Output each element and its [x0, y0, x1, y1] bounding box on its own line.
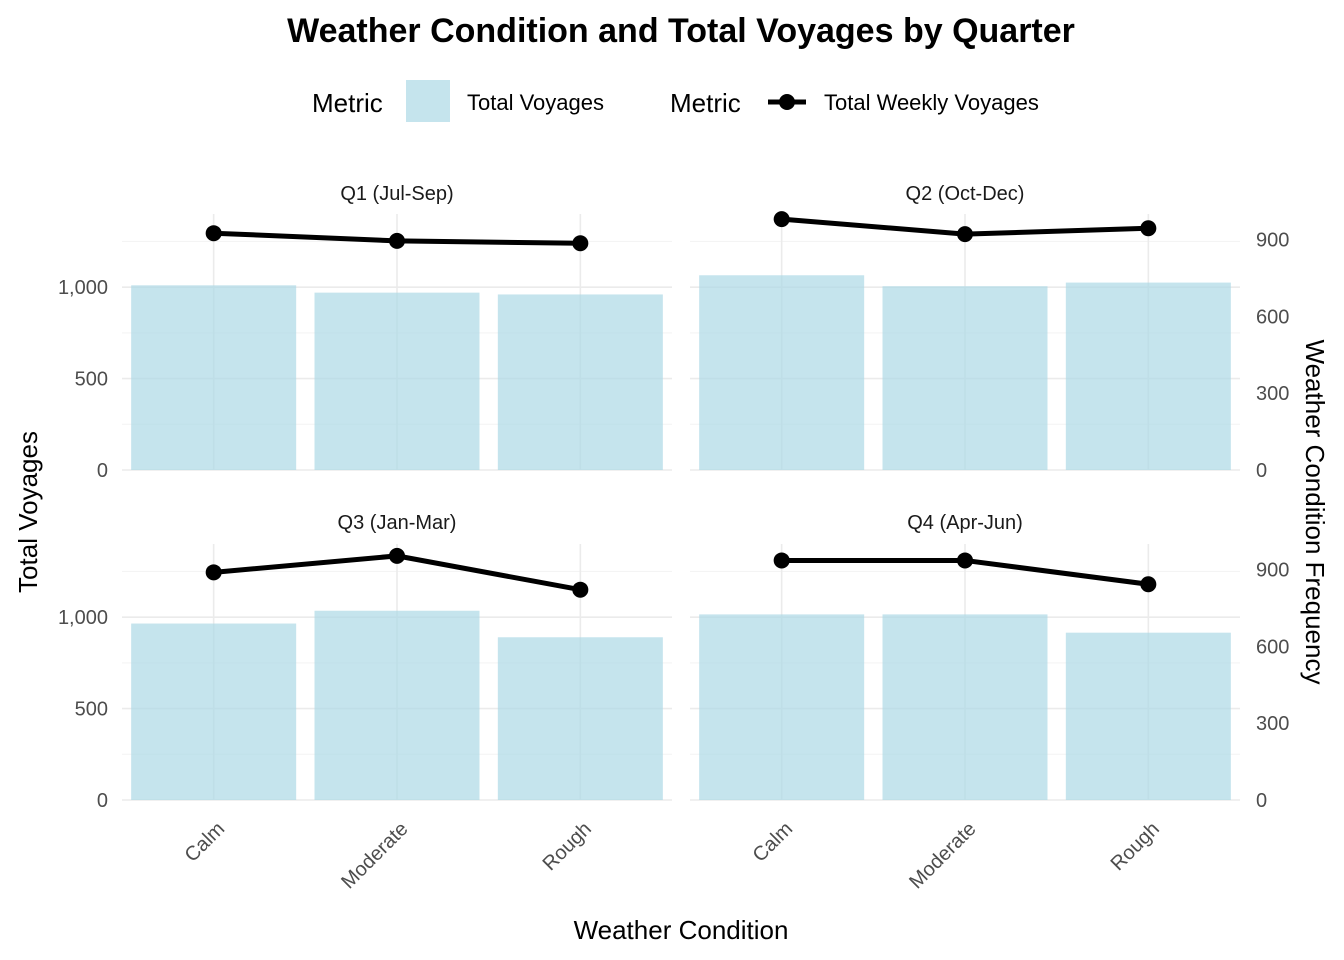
weekly-voyages-point [773, 211, 790, 228]
weekly-voyages-point [205, 564, 222, 581]
legend-bar-label: Total Voyages [467, 90, 604, 115]
bar-rough [1065, 282, 1231, 470]
y2-axis-title: Weather Condition Frequency [1300, 340, 1330, 685]
legend-line-dot [779, 94, 795, 110]
y2-tick-label: 0 [1256, 460, 1267, 482]
weekly-voyages-point [205, 225, 222, 242]
weekly-voyages-point [389, 232, 405, 249]
bar-calm [699, 614, 865, 800]
facet-panel-2: Q2 (Oct-Dec) 0 300 600 900 [690, 183, 1289, 482]
bar-moderate [882, 614, 1048, 800]
y-tick-label: 1,000 [58, 277, 108, 299]
weekly-voyages-point [1140, 220, 1157, 237]
y2-tick-label: 900 [1256, 560, 1289, 582]
x-tick-label-rough: Rough [539, 818, 596, 875]
facet-panels: Q1 (Jul-Sep) 0 500 1,000 Q2 (Oct-Dec) 0 300 600… [58, 183, 1289, 893]
y-tick-label: 500 [75, 369, 108, 391]
chart-title: Weather Condition and Total Voyages by Q… [287, 12, 1075, 50]
facet-label: Q4 (Apr-Jun) [907, 512, 1023, 534]
weekly-voyages-point [773, 552, 790, 569]
weekly-voyages-point [389, 547, 405, 564]
facet-panel-1: Q1 (Jul-Sep) 0 500 1,000 [58, 183, 672, 482]
weekly-voyages-point [572, 581, 589, 598]
y2-tick-label: 600 [1256, 306, 1289, 328]
bar-moderate [314, 610, 480, 800]
x-tick-label-moderate: Moderate [905, 818, 980, 893]
y2-tick-label: 900 [1256, 230, 1289, 252]
x-tick-label-calm: Calm [749, 818, 798, 867]
legend-line-label: Total Weekly Voyages [824, 90, 1039, 115]
legend: Metric Total Voyages Metric Total Weekly… [312, 80, 1039, 122]
facet-label: Q3 (Jan-Mar) [338, 512, 457, 534]
bar-rough [497, 637, 663, 800]
bar-calm [131, 285, 297, 470]
x-tick-label-calm: Calm [181, 818, 230, 867]
facet-label: Q2 (Oct-Dec) [906, 183, 1025, 205]
y2-tick-label: 300 [1256, 713, 1289, 735]
bar-calm [131, 623, 297, 800]
x-axis-title: Weather Condition [574, 915, 789, 945]
y-tick-label: 1,000 [58, 607, 108, 629]
x-tick-label-moderate: Moderate [337, 818, 412, 893]
legend-bar-key [406, 80, 450, 122]
bar-rough [497, 294, 663, 470]
y2-tick-label: 0 [1256, 790, 1267, 812]
y-tick-label: 500 [75, 699, 108, 721]
bar-moderate [314, 292, 480, 470]
y2-tick-label: 300 [1256, 383, 1289, 405]
y-tick-label: 0 [97, 790, 108, 812]
bar-rough [1065, 632, 1231, 800]
weekly-voyages-point [1140, 576, 1157, 593]
y-tick-label: 0 [97, 460, 108, 482]
y2-tick-label: 600 [1256, 636, 1289, 658]
facet-label: Q1 (Jul-Sep) [340, 183, 453, 205]
bar-calm [699, 275, 865, 470]
facet-panel-3: Q3 (Jan-Mar) 0 500 1,000 Calm Moderate Rough [58, 512, 672, 893]
weekly-voyages-point [957, 226, 973, 243]
y-axis-title: Total Voyages [13, 431, 43, 593]
x-tick-label-rough: Rough [1107, 818, 1164, 875]
weekly-voyages-point [572, 235, 589, 252]
facet-panel-4: Q4 (Apr-Jun) 0 300 600 900 Calm Moderate Rough [690, 512, 1289, 893]
bar-moderate [882, 286, 1048, 470]
legend-bar-title: Metric [312, 88, 383, 118]
legend-line-title: Metric [670, 88, 741, 118]
weekly-voyages-point [957, 552, 973, 569]
